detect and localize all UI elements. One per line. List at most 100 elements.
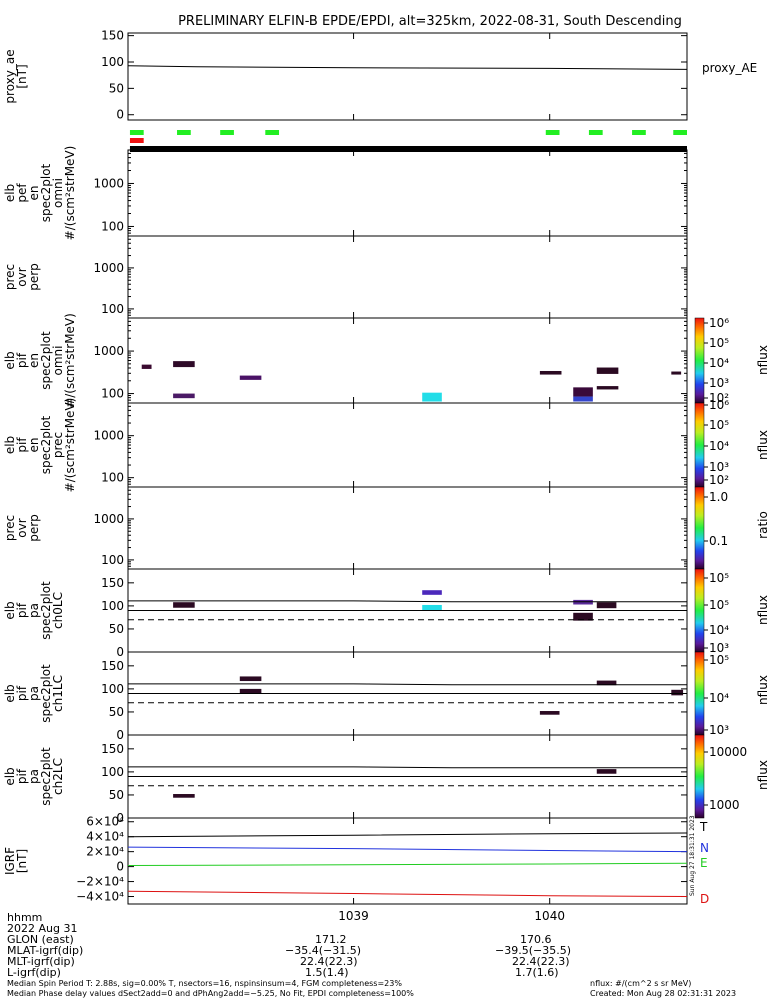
y-tick-label: 100	[101, 682, 124, 696]
series-line	[127, 890, 688, 898]
heatmap-cell	[141, 364, 152, 369]
heatmap-cell	[239, 688, 262, 694]
indicator-green-segment	[632, 130, 646, 135]
panel-4: 1000 100	[93, 317, 688, 404]
colorbar-5: 10000 1000 nflux	[694, 734, 770, 819]
legend-T: T	[699, 820, 708, 834]
y-tick-label: 2×10⁴	[86, 845, 124, 859]
y-tick-label: 100	[101, 302, 124, 316]
colorbar-strip	[694, 651, 705, 736]
y-axis-label-word: spec2plot	[39, 331, 53, 390]
y-axis-label-word: ovr	[15, 518, 29, 537]
colorbar-2: 1.0 0.1 ratio	[694, 486, 770, 570]
y-axis-label-word: ovr	[15, 267, 29, 286]
y-tick-label: 50	[109, 788, 124, 802]
colorbar-tick-label: 10³	[709, 641, 729, 655]
y-tick-label: 150	[101, 659, 124, 673]
colorbar-tick-label: 10⁶	[709, 316, 729, 330]
y-axis-label-word: [nT]	[15, 849, 29, 873]
reference-line	[128, 766, 687, 769]
y-axis-label-word: ch1LC	[51, 675, 65, 712]
footer-col2-l: 1.7(1.6)	[515, 966, 559, 979]
panel-0: 150 100 50 0	[101, 29, 688, 122]
colorbar-tick-label: 10²	[709, 391, 729, 405]
y-axis-label-word: spec2plot	[39, 163, 53, 222]
y-axis-label-word: elb	[3, 351, 17, 369]
y-axis-label-word: pa	[27, 769, 41, 784]
footer-line2-left: Median Phase delay values dSect2add=0 an…	[7, 989, 414, 998]
footer-line1-right: nflux: #/(cm^2 s sr MeV)	[590, 979, 692, 988]
y-axis-label-word: pef	[15, 183, 29, 203]
x-tick-label: 1039	[338, 909, 369, 923]
y-tick-label: 150	[101, 576, 124, 590]
colorbar-tick-label: 10³	[709, 376, 729, 390]
y-axis-label-word: #/(scm²strMeV)	[63, 398, 77, 493]
y-axis-label-word: en	[27, 186, 41, 201]
y-axis-label: proxy_ae[nT]	[3, 49, 29, 103]
y-axis-label-word: prec	[3, 515, 17, 541]
y-axis-label-word: pa	[27, 603, 41, 618]
panel-frame	[127, 402, 688, 488]
series-line	[127, 862, 688, 866]
colorbar-tick-label: 10⁶	[709, 398, 729, 412]
colorbar-strip	[694, 402, 705, 488]
colorbar-tick-label: 10⁵	[709, 653, 729, 667]
y-tick-label: 0	[116, 811, 124, 825]
colorbar-strip	[694, 568, 705, 653]
panel-2: 1000 100	[93, 149, 688, 237]
panel-3: 1000 100	[93, 235, 688, 319]
y-tick-label: 50	[109, 705, 124, 719]
colorbar-label: nflux	[756, 430, 770, 460]
y-tick-label: 100	[101, 765, 124, 779]
footer-label-glon: GLON (east)	[7, 933, 74, 946]
footer-col1-glon: 171.2	[315, 933, 347, 946]
y-tick-label: 150	[101, 742, 124, 756]
series-line	[127, 65, 688, 70]
y-axis-label-word: elb	[3, 436, 17, 454]
panel-frame	[127, 486, 688, 570]
legend-N: N	[700, 841, 709, 855]
heatmap-cell	[573, 396, 593, 402]
colorbar-tick-label: 10³	[709, 723, 729, 737]
reference-line	[128, 683, 687, 686]
sidebar-timestamp: Sun Aug 27 18:31:31 2023	[689, 815, 696, 896]
y-axis-label-word: spec2plot	[39, 415, 53, 474]
footer-col2-mlt: 22.4(22.3)	[512, 955, 570, 968]
colorbar-tick-label: 10⁴	[709, 623, 729, 637]
heatmap-cell	[539, 711, 560, 715]
panel-frame	[127, 32, 688, 121]
legend-proxy-ae: proxy_AE	[702, 61, 757, 75]
colorbar-strip	[694, 317, 705, 404]
y-axis-label-word: elb	[3, 684, 17, 702]
indicator-green-segment	[220, 130, 234, 135]
y-tick-label: 0	[116, 728, 124, 742]
colorbar-label: nflux	[756, 760, 770, 790]
colorbar-label: ratio	[756, 511, 770, 539]
y-axis-label-word: elb	[3, 184, 17, 202]
y-tick-label: 50	[109, 81, 124, 95]
colorbar-tick-label: 10⁵	[709, 418, 729, 432]
colorbar-tick-label: 10⁴	[709, 691, 729, 705]
colorbar-tick-label: 10⁵	[709, 336, 729, 350]
colorbar-tick-label: 10⁴	[709, 356, 729, 370]
series-line	[127, 832, 688, 838]
indicator-green-segment	[129, 130, 144, 135]
y-axis-label-word: elb	[3, 601, 17, 619]
colorbar-strip	[694, 486, 705, 570]
colorbar-tick-label: 1.0	[709, 490, 728, 504]
y-tick-label: 100	[101, 387, 124, 401]
y-axis-label-word: perp	[27, 514, 41, 542]
y-axis-label-word: pif	[15, 352, 29, 368]
y-tick-label: 100	[101, 471, 124, 485]
footer-col1-l: 1.5(1.4)	[305, 966, 349, 979]
colorbar-tick-label: 10²	[709, 473, 729, 487]
indicator-red-segment	[129, 138, 144, 143]
colorbar-tick-label: 10⁵	[709, 571, 729, 585]
